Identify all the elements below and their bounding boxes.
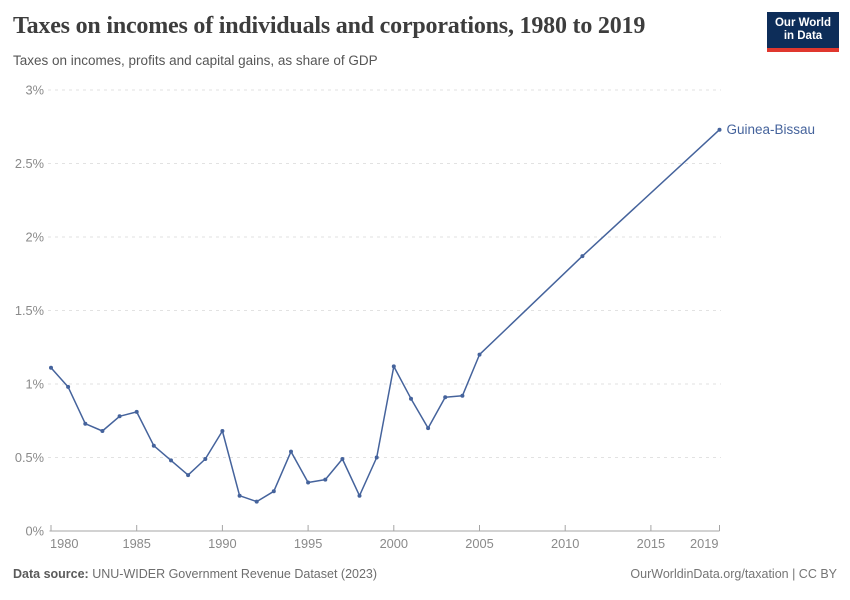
data-point-marker (374, 455, 379, 460)
x-axis-tick-label: 1990 (208, 536, 236, 551)
owid-logo-line1: Our World (774, 17, 831, 29)
data-point-marker (117, 414, 122, 419)
data-source: Data source: UNU-WIDER Government Revenu… (13, 567, 377, 581)
data-point-marker (49, 365, 53, 370)
y-axis-tick-label: 2.5% (15, 156, 44, 171)
data-point-marker (426, 426, 431, 431)
owid-logo: Our World in Data (767, 12, 839, 52)
data-point-marker (254, 499, 259, 504)
data-point-marker (271, 489, 276, 494)
x-axis-tick-label: 1995 (294, 536, 322, 551)
data-point-marker (306, 480, 311, 485)
y-axis-tick-label: 0.5% (15, 450, 44, 465)
chart-subtitle: Taxes on incomes, profits and capital ga… (13, 53, 378, 68)
y-axis-tick-label: 0% (26, 524, 45, 539)
y-axis-tick-label: 1.5% (15, 303, 44, 318)
data-point-marker (220, 429, 225, 433)
data-point-marker (391, 364, 396, 369)
data-point-marker (100, 429, 105, 433)
y-axis-tick-label: 3% (26, 85, 45, 98)
series-line (50, 128, 721, 503)
data-point-marker (357, 493, 362, 498)
page-title: Taxes on incomes of individuals and corp… (13, 13, 646, 39)
x-axis-tick-label: 2015 (637, 536, 665, 551)
data-point-marker (169, 458, 173, 463)
data-point-marker (443, 395, 448, 400)
x-axis-tick-label: 2000 (380, 536, 408, 551)
data-source-text: UNU-WIDER Government Revenue Dataset (20… (88, 567, 378, 581)
data-point-marker (83, 421, 88, 426)
data-point-marker (717, 127, 722, 132)
owid-logo-line2: in Data (783, 30, 823, 42)
data-point-marker (460, 393, 465, 398)
data-point-marker (580, 254, 585, 259)
data-point-marker (289, 449, 293, 454)
data-point-marker (151, 443, 156, 448)
y-axis-tick-label: 1% (26, 377, 45, 392)
data-point-marker (477, 352, 482, 357)
data-point-marker (134, 409, 139, 414)
series-label[interactable]: Guinea-Bissau (727, 122, 816, 137)
data-point-marker (323, 477, 328, 482)
data-point-marker (203, 457, 208, 461)
y-axis-tick-label: 2% (26, 230, 45, 245)
data-point-marker (409, 396, 413, 401)
x-axis-tick-label: 2019 (690, 536, 718, 551)
x-axis-tick-label: 1985 (122, 536, 150, 551)
footer-license-link[interactable]: OurWorldinData.org/taxation | CC BY (630, 567, 837, 581)
data-point-marker (237, 493, 242, 498)
data-point-marker (66, 384, 71, 389)
data-point-marker (186, 473, 191, 478)
data-source-label: Data source: (13, 567, 89, 581)
x-axis-tick-label: 2005 (465, 536, 493, 551)
x-axis-tick-label: 2010 (551, 536, 579, 551)
line-chart-canvas: 0% 0.5% 1% 1.5% 2% 2.5% 3% 1980 1985 1990 1995 2000… (15, 85, 816, 551)
x-axis-tick-label: 1980 (50, 536, 78, 551)
chart-footer: Data source: UNU-WIDER Government Revenu… (13, 567, 837, 581)
data-point-marker (340, 457, 345, 461)
